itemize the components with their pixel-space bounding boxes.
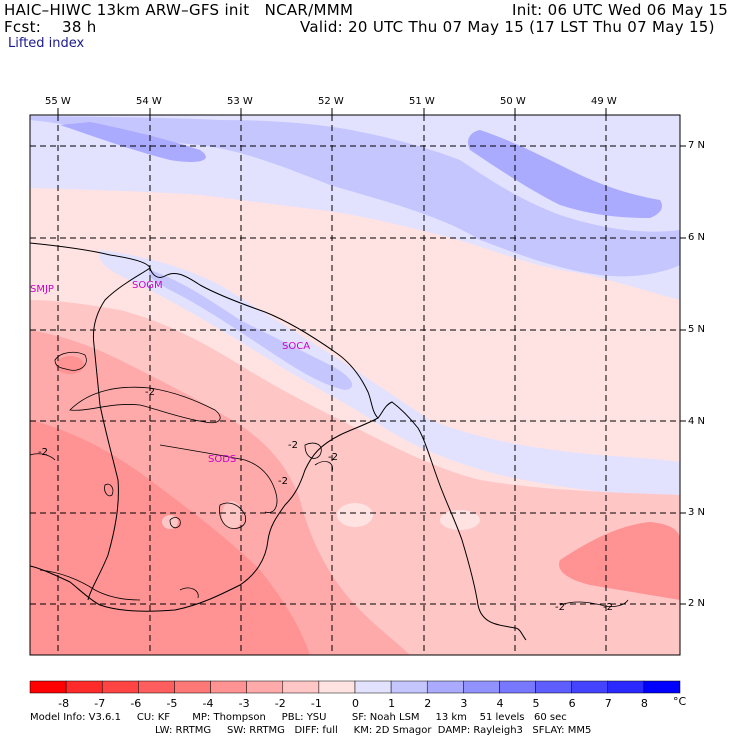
colorbar-tick-label: -3	[238, 697, 250, 710]
colorbar-tick-label: 0	[352, 697, 359, 710]
colorbar-tick-label: 3	[460, 697, 468, 710]
colorbar-swatch	[607, 680, 645, 694]
border	[87, 267, 151, 601]
field-coastal-band	[99, 250, 680, 500]
contour-label: -2	[288, 440, 298, 451]
field-unstable-core	[30, 420, 310, 655]
field-patch	[337, 503, 373, 527]
contour-label: -2	[603, 602, 613, 613]
colorbar-swatch	[210, 680, 247, 694]
valid-time: Valid: 20 UTC Thu 07 May 15 (17 LST Thu …	[300, 18, 715, 36]
lat-lon-grid	[30, 115, 680, 655]
colorbar-swatch	[246, 680, 284, 694]
colorbar-tick-label: -6	[130, 697, 142, 710]
model-info-line1: Model Info: V3.6.1 CU: KF MP: Thompson P…	[30, 712, 567, 723]
colorbar-swatch	[499, 680, 536, 694]
init-time: Init: 06 UTC Wed 06 May 15	[512, 1, 729, 19]
colorbar-tick-label: 8	[640, 697, 648, 710]
colorbar-swatch	[535, 680, 572, 694]
lon-label: 52 W	[318, 96, 344, 107]
colorbar-tick-label: -7	[94, 697, 106, 710]
contour-label: -2	[145, 387, 155, 398]
colorbar-swatch	[390, 680, 428, 694]
colorbar-tick-label: 7	[604, 697, 612, 710]
lat-label: 5 N	[688, 324, 706, 335]
colorbar-swatch	[101, 680, 139, 694]
contour-label: -2	[328, 452, 338, 463]
lon-label: 54 W	[136, 96, 162, 107]
field-stable-band	[468, 130, 662, 218]
field-stable-band	[60, 122, 206, 162]
colorbar-swatch	[29, 680, 67, 694]
station-label: SMJP	[30, 284, 54, 295]
lon-label: 49 W	[591, 96, 617, 107]
field-patch	[222, 501, 242, 529]
colorbar-tick-label: -2	[274, 697, 286, 710]
lat-label: 2 N	[688, 598, 706, 609]
colorbar-tick-label: 1	[388, 697, 396, 710]
colorbar	[29, 680, 681, 694]
colorbar-swatch	[571, 680, 609, 694]
lon-label: 50 W	[500, 96, 526, 107]
colorbar-swatch	[318, 680, 356, 694]
colorbar-tick-label: -5	[166, 697, 178, 710]
field-patch	[440, 510, 480, 530]
lat-label: 7 N	[688, 140, 706, 151]
colorbar-swatch	[463, 680, 500, 694]
lat-label: 4 N	[688, 416, 706, 427]
colorbar-tick-label: -1	[310, 697, 322, 710]
model-info-line2: LW: RRTMG SW: RRTMG DIFF: full KM: 2D Sm…	[155, 725, 592, 736]
colorbar-swatch	[426, 680, 464, 694]
colorbar-tick-label: 6	[568, 697, 576, 710]
forecast-label: Fcst:	[4, 18, 42, 36]
coastline	[29, 242, 527, 641]
border	[29, 417, 379, 612]
grid-ticks	[57, 108, 686, 605]
field-patch	[56, 356, 84, 374]
field-stable-band	[30, 116, 680, 277]
colorbar-tick-label: 4	[496, 697, 504, 710]
lat-label: 3 N	[688, 507, 706, 518]
lon-label: 53 W	[227, 96, 253, 107]
colorbar-unit: °C	[673, 695, 687, 708]
colorbar-tick-label: -4	[202, 697, 214, 710]
contour-lines	[29, 351, 629, 608]
lon-label: 51 W	[409, 96, 435, 107]
station-label: SOCA	[282, 341, 310, 352]
colorbar-swatch	[174, 680, 211, 694]
model-title: HAIC–HIWC 13km ARW–GFS init NCAR/MMM	[4, 1, 354, 19]
colorbar-tick-label: 2	[424, 697, 432, 710]
colorbar-swatch	[65, 680, 103, 694]
colorbar-tick-label: -8	[58, 697, 70, 710]
colorbar-swatch	[643, 680, 681, 694]
map-frame	[29, 114, 681, 656]
field-name: Lifted index	[8, 36, 85, 51]
lon-label: 55 W	[45, 96, 71, 107]
contour-label: -2	[555, 602, 565, 613]
station-label: SOGM	[132, 280, 163, 291]
colorbar-swatch	[138, 680, 175, 694]
colorbar-tick-label: 5	[532, 697, 540, 710]
contour-label: -2	[278, 476, 288, 487]
field-unstable-core	[559, 522, 680, 600]
contour-label: -2	[38, 447, 48, 458]
forecast-hour: 38 h	[62, 18, 97, 36]
lat-label: 6 N	[688, 232, 706, 243]
colorbar-swatch	[282, 680, 320, 694]
colorbar-swatch	[354, 680, 392, 694]
station-label: SODS	[208, 454, 236, 465]
